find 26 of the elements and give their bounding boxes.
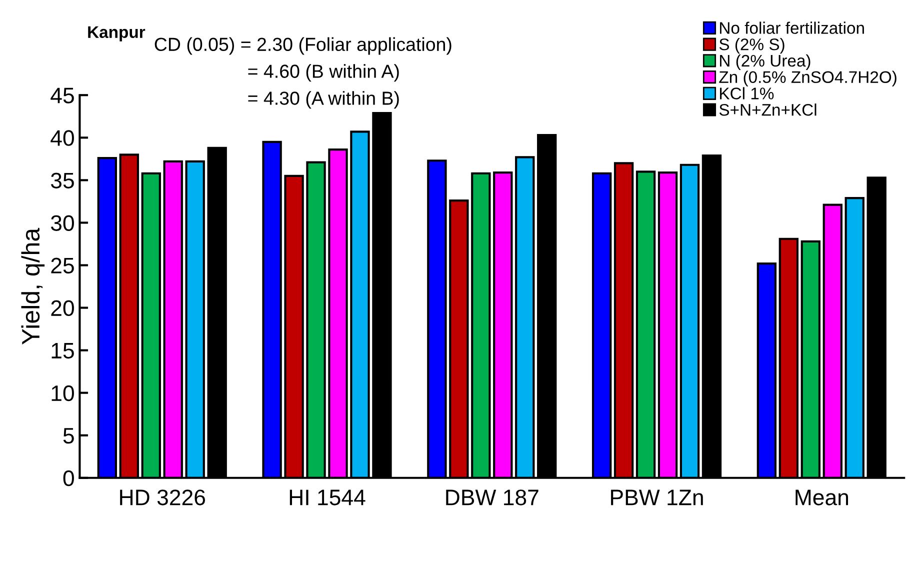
y-tick-label: 35 (50, 172, 74, 188)
text: = 4.60 (B within A) (248, 64, 399, 82)
x-tick-label: HI 1544 (290, 490, 366, 506)
y-axis-title: Yield, q/ha (21, 228, 45, 345)
legend-label: KCl 1% (720, 87, 774, 100)
x-tick-label: Mean (796, 490, 848, 506)
y-tick-label: 40 (50, 130, 74, 146)
y-tick-label: 45 (50, 88, 74, 104)
x-tick-label: HD 3226 (120, 490, 206, 506)
text: CD (0.05) = 2.30 (Foliar application) (154, 37, 452, 55)
text: Kanpur (88, 26, 146, 42)
y-tick-label: 30 (50, 215, 74, 231)
x-tick-label: DBW 187 (446, 490, 538, 506)
y-tick-label: 0 (63, 470, 74, 486)
legend-label: S+N+Zn+KCl (719, 104, 816, 116)
x-tick-label: PBW 1Zn (611, 490, 703, 506)
legend-label: N (2% Urea) (720, 54, 810, 70)
y-tick-label: 15 (52, 343, 74, 359)
annotation: = 4.30 (A within B) (248, 91, 399, 109)
y-tick-label: 20 (51, 300, 74, 316)
y-tick-label: 5 (63, 428, 74, 444)
legend-label: S (2% S) (719, 38, 784, 54)
legend-label: No foliar fertilization (720, 22, 864, 34)
y-tick-label: 10 (52, 385, 74, 402)
y-tick-label: 25 (51, 258, 74, 274)
legend-label: Zn (0.5% ZnSO4.7H2O) (719, 70, 896, 86)
